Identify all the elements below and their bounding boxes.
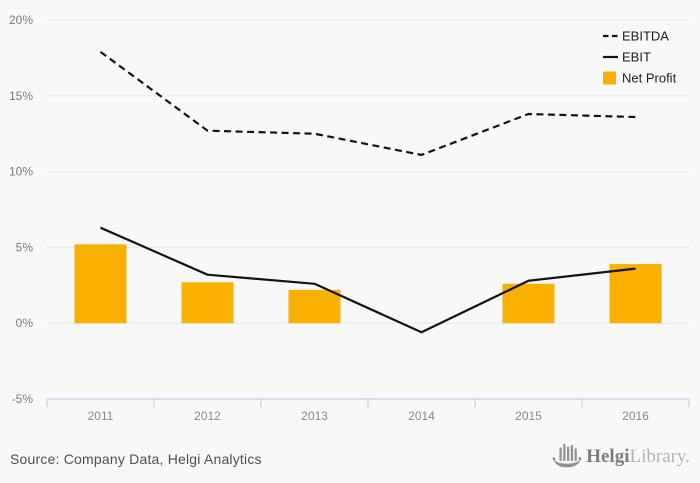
x-axis-label-2012: 2012 [194, 409, 221, 423]
net-profit-bar-2012 [181, 282, 234, 324]
x-axis-label-2011: 2011 [88, 409, 114, 423]
y-axis-label: 5% [16, 240, 34, 254]
y-axis-label: 0% [16, 316, 34, 330]
legend-label-ebit: EBIT [622, 50, 651, 65]
x-axis-label-2014: 2014 [408, 409, 435, 423]
logo-text-library: Library. [629, 446, 691, 467]
y-axis-label: 10% [9, 165, 33, 179]
x-axis-label-2016: 2016 [622, 409, 649, 423]
logo-text: HelgiLibrary. [586, 442, 690, 472]
net-profit-bar-2015 [502, 283, 555, 324]
net-profit-bar-2011 [74, 244, 127, 324]
y-axis-label: -5% [12, 392, 34, 406]
chart: 20% 15% 10% 5% 0% -5% 2011 2012 2013 2014 2015 2016… [9, 13, 690, 423]
x-axis-label-2015: 2015 [515, 409, 542, 423]
logo-text-helgi: Helgi [586, 446, 630, 467]
helgi-library-logo: HelgiLibrary. [551, 442, 690, 472]
legend-label-ebitda: EBITDA [622, 29, 669, 44]
x-axis-label-2013: 2013 [301, 409, 328, 423]
legend-label-net-profit: Net Profit [622, 71, 677, 86]
legend-swatch-net-profit [603, 71, 616, 85]
net-profit-bar-2016 [609, 264, 662, 324]
y-axis-label: 20% [9, 13, 33, 27]
source-text: Source: Company Data, Helgi Analytics [10, 451, 262, 467]
ebitda-line [99, 50, 636, 157]
chart-canvas: 20% 15% 10% 5% 0% -5% 2011 2012 2013 2014 2015 2016… [9, 13, 690, 423]
ebit-line [100, 226, 636, 334]
net-profit-bar-2013 [288, 289, 341, 324]
y-axis-label: 15% [9, 89, 33, 103]
helgi-ship-icon [552, 443, 582, 468]
